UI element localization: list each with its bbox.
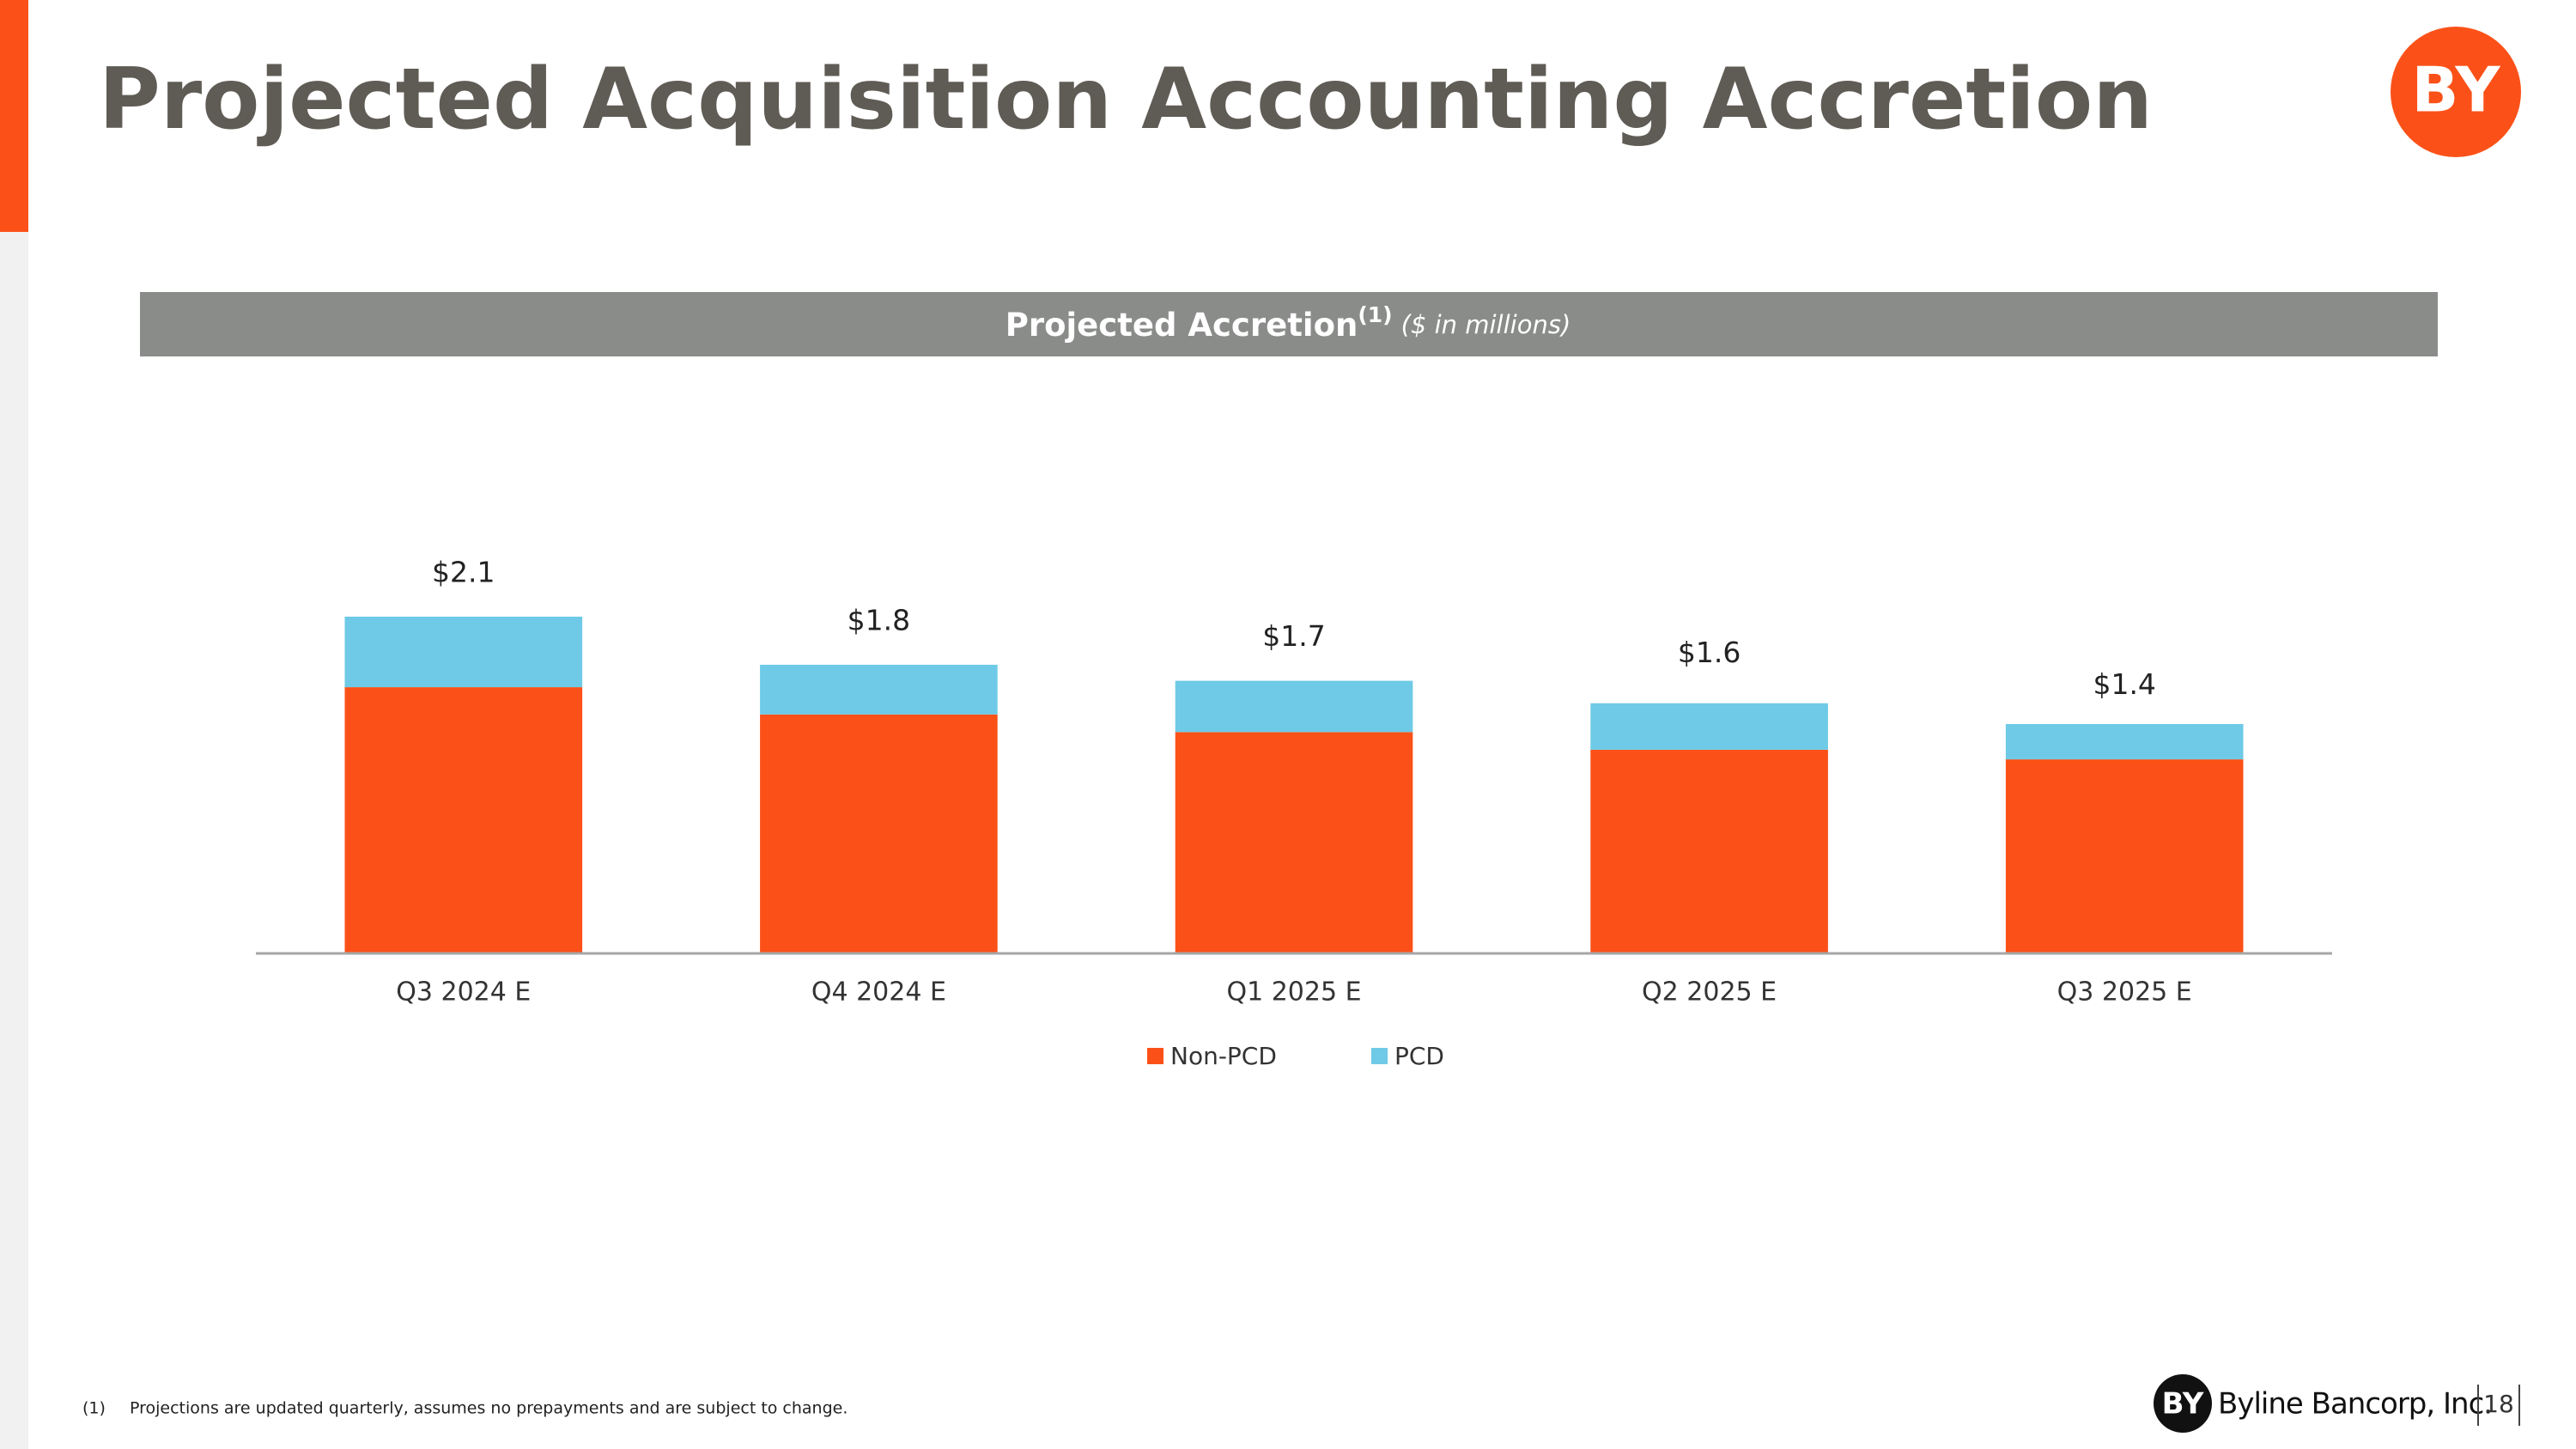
x-tick-label: Q2 2025 E (1642, 977, 1777, 1008)
bar-segment (1590, 749, 1828, 953)
chart-subtitle: ($ in millions) (1401, 310, 1571, 339)
footnote-marker: (1) (82, 1399, 106, 1418)
bar-segment (2005, 724, 2244, 760)
total-label: $1.6 (1678, 636, 1741, 669)
legend-label: Non-PCD (1170, 1042, 1277, 1070)
total-label: $2.1 (432, 555, 495, 588)
bar-segment (344, 616, 583, 688)
legend-swatch (1147, 1048, 1163, 1064)
bar-segment (1590, 703, 1828, 750)
footer-logo-text: BY (2162, 1387, 2204, 1422)
chart-title-note: (1) (1358, 302, 1392, 327)
logo-text: BY (2411, 54, 2500, 126)
chart-header-band (140, 292, 2438, 356)
chart-title: Projected Accretion (1005, 307, 1358, 344)
legend-label: PCD (1394, 1042, 1444, 1070)
footer-logo (2154, 1374, 2212, 1433)
accent-bar (0, 0, 28, 232)
bar-segment (344, 687, 583, 953)
bar-segment (760, 714, 998, 953)
total-label: $1.7 (1262, 619, 1325, 653)
bar-segment (2005, 759, 2244, 953)
side-strip (0, 0, 28, 1449)
slide-title: Projected Acquisition Accounting Accreti… (99, 51, 2153, 149)
logo (2391, 27, 2521, 157)
page-number: 18 (2483, 1390, 2514, 1418)
footnote-text: Projections are updated quarterly, assum… (130, 1399, 848, 1418)
x-tick-label: Q3 2025 E (2057, 977, 2192, 1008)
bar-segment (760, 664, 998, 715)
legend-swatch (1371, 1048, 1388, 1064)
bar-segment (1175, 680, 1413, 733)
x-tick-label: Q1 2025 E (1226, 977, 1361, 1008)
x-tick-label: Q3 2024 E (396, 977, 531, 1008)
x-tick-label: Q4 2024 E (811, 977, 946, 1008)
footer-brand: Byline Bancorp, Inc. (2218, 1387, 2492, 1422)
total-label: $1.4 (2093, 667, 2155, 701)
plot: $2.1 Q3 2024 E $1.8 Q4 2024 E $1.7 Q1 2025 E $… (344, 555, 2244, 1070)
bar-segment (1175, 732, 1413, 953)
chart-title-group: Projected Accretion(1) ($ in millions) (1005, 302, 1571, 344)
total-label: $1.8 (848, 603, 910, 636)
